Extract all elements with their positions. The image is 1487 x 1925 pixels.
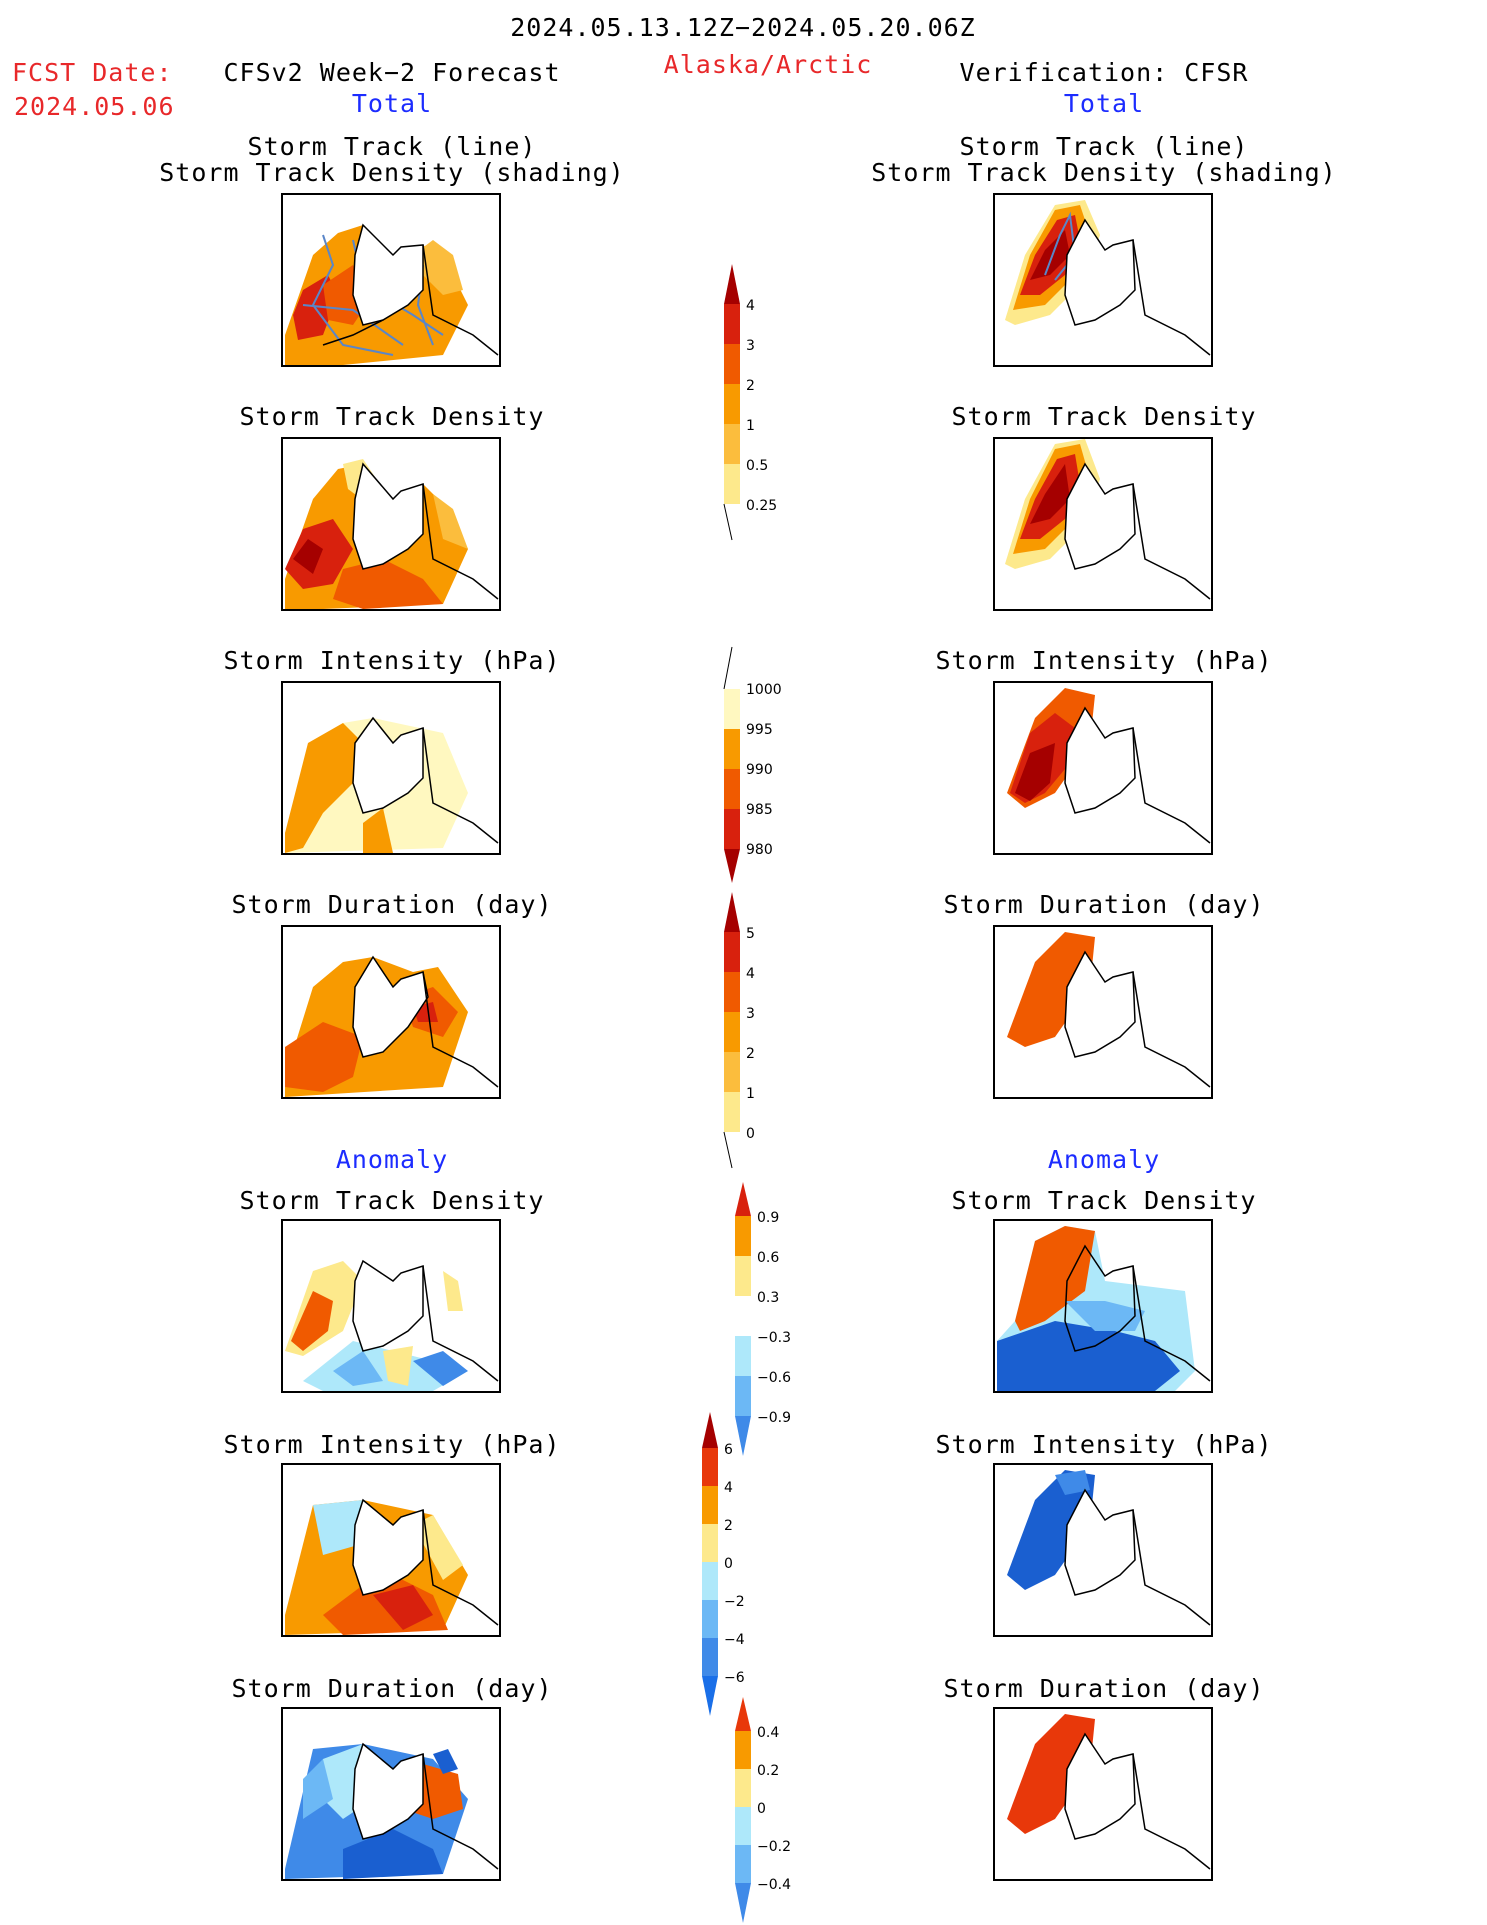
map-verification-duration-anomaly — [993, 1707, 1213, 1881]
map-forecast-density-total — [281, 437, 501, 611]
cbar-label: 0.2 — [757, 1763, 780, 1779]
cbar-label: 3 — [746, 1006, 755, 1022]
map-forecast-track-total — [281, 193, 501, 367]
right-title-intensity-anom: Storm Intensity (hPa) — [935, 1430, 1273, 1459]
right-title-duration: Storm Duration (day) — [943, 890, 1265, 919]
cbar-label: 0.25 — [746, 498, 778, 514]
fcst-date-label: FCST Date: — [12, 58, 173, 87]
cbar-label: −0.4 — [757, 1877, 791, 1893]
right-title-density: Storm Track Density — [951, 402, 1257, 431]
cbar-label: −0.6 — [757, 1370, 791, 1386]
forecast-model-label: CFSv2 Week−2 Forecast — [223, 58, 561, 87]
left-title-duration-anom: Storm Duration (day) — [231, 1674, 553, 1703]
cbar-label: 4 — [746, 966, 755, 982]
right-title-intensity: Storm Intensity (hPa) — [935, 646, 1273, 675]
right-total-label: Total — [1063, 89, 1145, 118]
left-anomaly-label: Anomaly — [335, 1145, 449, 1174]
colorbar-intensity-anomaly: 6 4 2 0 −2 −4 −6 — [700, 1410, 760, 1720]
left-title-density: Storm Track Density — [239, 402, 545, 431]
cbar-label: 0.3 — [757, 1290, 780, 1306]
map-verification-intensity-anomaly — [993, 1463, 1213, 1637]
colorbar-duration-anomaly: 0.4 0.2 0 −0.2 −0.4 — [733, 1695, 803, 1925]
cbar-label: −0.3 — [757, 1330, 791, 1346]
colorbar-density-total: 4 3 2 1 0.5 0.25 — [722, 262, 782, 542]
map-verification-duration-total — [993, 925, 1213, 1099]
cbar-label: 3 — [746, 338, 755, 354]
fcst-date-value: 2024.05.06 — [14, 92, 175, 121]
right-title-duration-anom: Storm Duration (day) — [943, 1674, 1265, 1703]
map-verification-intensity-total — [993, 681, 1213, 855]
cbar-label: −0.9 — [757, 1410, 791, 1426]
cbar-label: 0.9 — [757, 1210, 780, 1226]
cbar-label: 1 — [746, 418, 755, 434]
cbar-label: 0.6 — [757, 1250, 780, 1266]
cbar-label: 2 — [746, 378, 755, 394]
left-title-density-anom: Storm Track Density — [239, 1186, 545, 1215]
map-forecast-density-anomaly — [281, 1219, 501, 1393]
left-title-track-line: Storm Track (line) — [247, 132, 537, 161]
map-forecast-intensity-total — [281, 681, 501, 855]
left-title-duration: Storm Duration (day) — [231, 890, 553, 919]
cbar-label: 2 — [724, 1518, 733, 1534]
map-forecast-duration-total — [281, 925, 501, 1099]
right-anomaly-label: Anomaly — [1047, 1145, 1161, 1174]
left-title-intensity-anom: Storm Intensity (hPa) — [223, 1430, 561, 1459]
map-forecast-intensity-anomaly — [281, 1463, 501, 1637]
map-verification-density-anomaly — [993, 1219, 1213, 1393]
cbar-label: 990 — [746, 762, 773, 778]
map-verification-density-total — [993, 437, 1213, 611]
cbar-label: 6 — [724, 1442, 733, 1458]
colorbar-density-anomaly: 0.9 0.6 0.3 −0.3 −0.6 −0.9 — [733, 1180, 803, 1460]
left-title-intensity: Storm Intensity (hPa) — [223, 646, 561, 675]
map-forecast-duration-anomaly — [281, 1707, 501, 1881]
left-title-track-shading: Storm Track Density (shading) — [159, 158, 625, 187]
cbar-label: 1 — [746, 1086, 755, 1102]
right-title-track-shading: Storm Track Density (shading) — [871, 158, 1337, 187]
colorbar-duration-total: 5 4 3 2 1 0 — [722, 890, 782, 1170]
cbar-label: 4 — [746, 298, 755, 314]
left-total-label: Total — [351, 89, 433, 118]
forecast-period: 2024.05.13.12Z−2024.05.20.06Z — [510, 13, 976, 42]
cbar-label: 5 — [746, 926, 755, 942]
verification-label: Verification: CFSR — [959, 58, 1249, 87]
cbar-label: 4 — [724, 1480, 733, 1496]
cbar-label: −2 — [724, 1594, 745, 1610]
colorbar-intensity-total: 1000 995 990 985 980 — [722, 645, 792, 885]
region-label: Alaska/Arctic — [663, 50, 873, 79]
cbar-label: −4 — [724, 1632, 745, 1648]
cbar-label: 1000 — [746, 682, 782, 698]
cbar-label: 2 — [746, 1046, 755, 1062]
cbar-label: −0.2 — [757, 1839, 791, 1855]
cbar-label: 0 — [746, 1126, 755, 1142]
cbar-label: 0.4 — [757, 1725, 780, 1741]
cbar-label: 0.5 — [746, 458, 769, 474]
cbar-label: 0 — [724, 1556, 733, 1572]
map-verification-track-total — [993, 193, 1213, 367]
cbar-label: −6 — [724, 1670, 745, 1686]
cbar-label: 0 — [757, 1801, 766, 1817]
right-title-density-anom: Storm Track Density — [951, 1186, 1257, 1215]
cbar-label: 995 — [746, 722, 773, 738]
right-title-track-line: Storm Track (line) — [959, 132, 1249, 161]
cbar-label: 985 — [746, 802, 773, 818]
cbar-label: 980 — [746, 842, 773, 858]
